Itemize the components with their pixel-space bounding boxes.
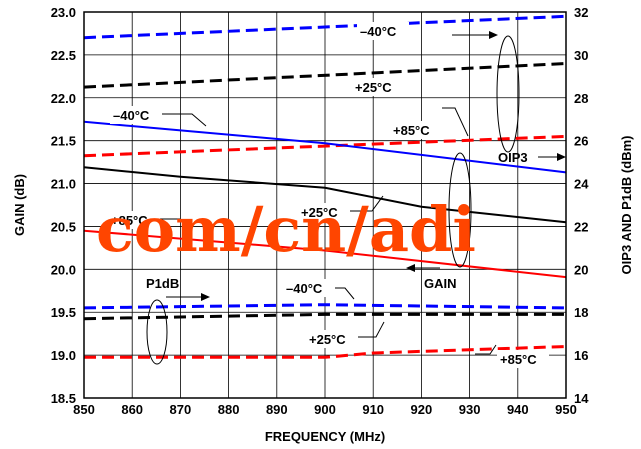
series-p1db-85-c <box>84 345 567 359</box>
oip3-room-label: +25°C <box>355 80 392 95</box>
oip3-label: OIP3 <box>498 150 528 165</box>
series-layer <box>83 14 567 359</box>
y-tick-label: 22.5 <box>51 48 76 63</box>
plot-frame <box>83 11 567 399</box>
x-axis-label: FREQUENCY (MHz) <box>265 429 385 444</box>
series-oip3-85-c <box>83 134 567 158</box>
watermark-text: com/cn/adi <box>96 193 476 266</box>
p1db-room-label: +25°C <box>309 332 346 347</box>
p1db-room-leader <box>356 321 385 338</box>
x-tick-label: 860 <box>121 402 143 417</box>
p1db-hot-label: +85°C <box>500 352 537 367</box>
oip3-arrowhead <box>489 31 498 39</box>
y-tick-label: 18.5 <box>51 391 76 406</box>
y2-tick-label: 22 <box>574 219 588 234</box>
y-tick-label: 19.0 <box>51 348 76 363</box>
y-tick-label: 21.5 <box>51 134 76 149</box>
p1db-cold-leader <box>335 287 355 300</box>
y2-tick-label: 26 <box>574 134 588 149</box>
gain-hot-leader <box>160 218 193 233</box>
gain-label: GAIN <box>424 276 457 291</box>
gain-room-leader <box>349 195 384 212</box>
x-tick-label: 900 <box>314 402 336 417</box>
annotation-labels: –40°C +25°C +85°C OIP3 –40°C +25°C +85°C… <box>108 22 549 368</box>
x-tick-label: 890 <box>266 402 288 417</box>
y-tick-label: 20.0 <box>51 262 76 277</box>
gain-arrowhead <box>406 264 415 272</box>
series-oip3-25-c <box>83 62 567 89</box>
oip3-cold-label: –40°C <box>360 24 397 39</box>
y2-tick-label: 32 <box>574 5 588 20</box>
y2-tick-label: 30 <box>574 48 588 63</box>
y2-tick-label: 20 <box>574 262 588 277</box>
y-tick-label: 20.5 <box>51 219 76 234</box>
y-tick-label: 19.5 <box>51 305 76 320</box>
y2-tick-label: 16 <box>574 348 588 363</box>
p1db-arrowhead <box>201 293 210 301</box>
gain-hot-label: +85°C <box>111 213 148 228</box>
x-tick-label: 880 <box>218 402 240 417</box>
x-tick-label: 910 <box>362 402 384 417</box>
callouts <box>146 34 558 365</box>
x-tick-label: 940 <box>507 402 529 417</box>
series-oip3-40-c <box>83 14 567 40</box>
p1db-group-ellipse <box>146 299 168 365</box>
y-tick-label: 23.0 <box>51 5 76 20</box>
y-axis-label: GAIN (dB) <box>12 174 27 236</box>
x-tick-label: 870 <box>170 402 192 417</box>
gain-room-label: +25°C <box>301 205 338 220</box>
p1db-cold-label: –40°C <box>286 281 323 296</box>
gain-group-ellipse <box>448 152 472 268</box>
tick-labels: 850 860 870 880 890 900 910 920 930 940 950 18.5 19.… <box>51 5 590 417</box>
x-tick-label: 920 <box>411 402 433 417</box>
series-p1db-40-c <box>83 303 567 310</box>
arrowheads <box>201 31 566 301</box>
series-p1db-25-c <box>83 312 566 321</box>
p1db-label: P1dB <box>146 276 179 291</box>
oip3-right-arrowhead <box>557 153 566 161</box>
x-tick-label: 950 <box>555 402 577 417</box>
gain-cold-label: –40°C <box>113 108 150 123</box>
y2-tick-label: 28 <box>574 91 588 106</box>
gain-cold-leader <box>162 113 207 127</box>
y2-axis-label: OIP3 AND P1dB (dBm) <box>619 136 634 275</box>
oip3-cold-leader <box>442 107 469 137</box>
series-gain-25-c <box>83 166 567 224</box>
y2-tick-label: 24 <box>574 177 589 192</box>
oip3-group-ellipse <box>496 35 520 153</box>
y-tick-label: 22.0 <box>51 91 76 106</box>
y2-tick-label: 18 <box>574 305 588 320</box>
p1db-hot-leader <box>475 344 497 355</box>
x-tick-label: 930 <box>459 402 481 417</box>
oip3-hot-label: +85°C <box>393 123 430 138</box>
y2-tick-label: 14 <box>574 391 589 406</box>
y-tick-label: 21.0 <box>51 177 76 192</box>
x-tick-label: 850 <box>73 402 95 417</box>
series-gain-40-c <box>83 120 567 174</box>
series-gain-85-c <box>83 229 567 279</box>
